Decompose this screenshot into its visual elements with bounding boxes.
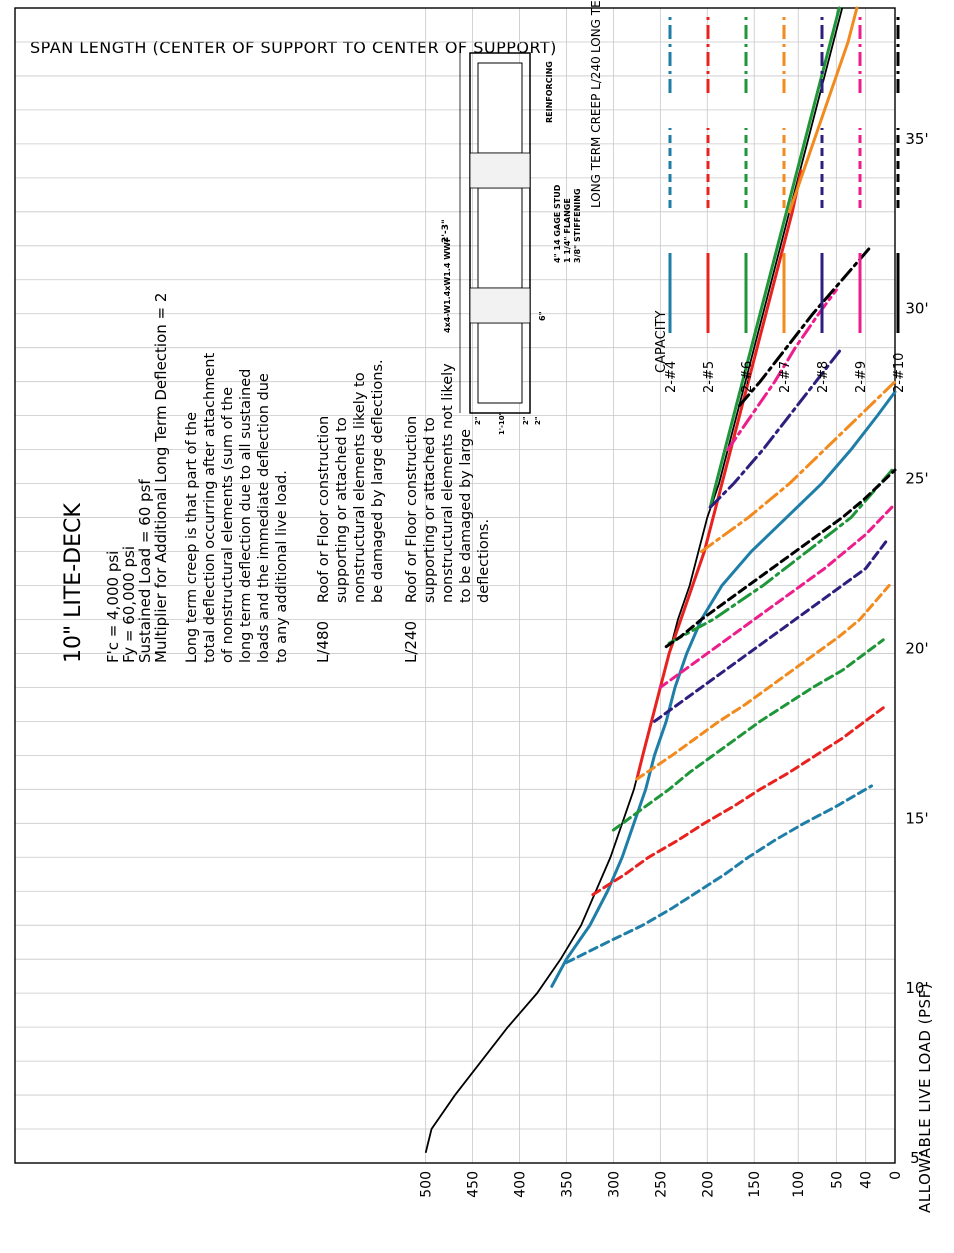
tick-labels: 5' 10' 15' 20' 25' 30' 35' 0 40 50 100 150 200 250 300… bbox=[419, 130, 929, 1198]
detail-label-top: 2" bbox=[474, 416, 482, 425]
note-creep-3: long term deflection due to all sustaine… bbox=[238, 369, 254, 663]
chart-grid bbox=[15, 7, 896, 1164]
series-2-4-capacity bbox=[550, 390, 897, 988]
legend-row-label: 2-#5 bbox=[702, 361, 717, 393]
detail-label-stiffening: 3/8" STIFFENING bbox=[573, 188, 582, 263]
chart-axes bbox=[14, 7, 896, 1164]
legend-row-label: 2-#4 bbox=[664, 361, 679, 393]
note-creep-1: total deflection occurring after attachm… bbox=[202, 353, 218, 663]
chart-title: 10" LITE-DECK bbox=[61, 503, 86, 663]
detail-label-rib-depth: 6" bbox=[538, 311, 547, 321]
detail-label-stud: 4" 14 GAGE STUD bbox=[553, 184, 562, 263]
legend-row-label: 2-#7 bbox=[778, 361, 793, 393]
legend-header-capacity: CAPACITY bbox=[654, 311, 669, 373]
series-2-5-l240 bbox=[591, 706, 885, 897]
legend-row-label: 2-#9 bbox=[854, 361, 869, 393]
y-tick-label: 150 bbox=[747, 1171, 763, 1198]
detail-foam-block-3 bbox=[477, 62, 523, 154]
note-creep-4: loads and the immediate deflection due bbox=[256, 373, 272, 663]
section-detail: 4x4-W1.4xW1.4 WWF 2'-3" REINFORCING 4" 1… bbox=[441, 52, 582, 435]
series-2-6-l480 bbox=[667, 465, 897, 645]
series-2-10-l240 bbox=[664, 468, 897, 649]
legend-header-l480: LONG TERM CREEP L/480 bbox=[589, 0, 603, 53]
note-l240-label: L/240 bbox=[402, 621, 420, 663]
series-2-6-capacity bbox=[708, 6, 841, 509]
detail-label-height: 1'-10" bbox=[498, 412, 506, 435]
note-creep-0: Long term creep is that part of the bbox=[184, 412, 200, 663]
y-tick-label: 100 bbox=[791, 1171, 807, 1198]
note-l480-0: Roof or Floor construction bbox=[316, 416, 332, 603]
legend-row-label: 2-#6 bbox=[740, 361, 755, 393]
note-l240-1: supporting or attached to bbox=[422, 417, 438, 603]
legend-rows: 2-#4 2-#5 2-#6 2-#7 2-#8 2-#9 2-#10 bbox=[664, 13, 907, 393]
detail-label-bottom-right: 2" bbox=[534, 416, 542, 425]
legend: CAPACITY LONG TERM CREEP L/240 LONG TERM… bbox=[589, 0, 907, 393]
y-tick-label: 50 bbox=[829, 1171, 845, 1189]
detail-foam-block-2 bbox=[477, 187, 523, 289]
x-tick-label: 5' bbox=[910, 1149, 924, 1167]
y-tick-label: 300 bbox=[606, 1171, 622, 1198]
y-tick-label: 250 bbox=[653, 1171, 669, 1198]
note-l480-2: nonstructural elements likely to bbox=[352, 372, 368, 603]
detail-label-bottom-left: 2" bbox=[522, 416, 530, 425]
note-l240-3: to be damaged by large bbox=[458, 429, 474, 603]
series-2-7-l240 bbox=[635, 584, 891, 781]
series-2-6-l240 bbox=[611, 638, 885, 832]
note-creep-2: of nonstructural elements (sum of the bbox=[220, 387, 236, 663]
detail-outline bbox=[469, 52, 531, 414]
plot-frame bbox=[14, 7, 896, 1164]
note-l480-1: supporting or attached to bbox=[334, 417, 350, 603]
note-l240-4: deflections. bbox=[476, 519, 492, 603]
detail-label-wwf: 4x4-W1.4xW1.4 WWF bbox=[443, 237, 452, 333]
y-tick-label: 200 bbox=[700, 1171, 716, 1198]
series-layer bbox=[424, 6, 897, 1154]
x-tick-label: 35' bbox=[905, 130, 928, 148]
y-axis-label: ALLOWABLE LIVE LOAD (PSF) bbox=[916, 983, 934, 1213]
detail-label-width: 2'-3" bbox=[441, 219, 451, 243]
note-param-1: Fy = 60,000 psi bbox=[120, 546, 138, 663]
y-tick-label: 40 bbox=[859, 1171, 875, 1189]
title-block: 10" LITE-DECK F'c = 4,000 psi Fy = 60,00… bbox=[61, 293, 492, 663]
x-tick-label: 10' bbox=[905, 979, 928, 997]
series-2-8-l480 bbox=[708, 346, 844, 509]
y-tick-label: 350 bbox=[559, 1171, 575, 1198]
x-tick-label: 20' bbox=[905, 639, 928, 657]
y-tick-label: 400 bbox=[513, 1171, 529, 1198]
series-2-10-l480 bbox=[738, 244, 874, 407]
y-tick-label: 500 bbox=[419, 1171, 435, 1198]
series-2-7-l480 bbox=[699, 380, 897, 554]
y-tick-label: 450 bbox=[466, 1171, 482, 1198]
note-param-2: Sustained Load = 60 psf bbox=[136, 479, 154, 663]
note-l480-3: be damaged by large deflections. bbox=[370, 359, 386, 603]
note-l240-0: Roof or Floor construction bbox=[404, 416, 420, 603]
note-creep-5: to any additional live load. bbox=[274, 470, 290, 663]
note-l480-label: L/480 bbox=[314, 621, 332, 663]
legend-header-l240: LONG TERM CREEP L/240 bbox=[589, 56, 603, 208]
x-axis-label: SPAN LENGTH (CENTER OF SUPPORT TO CENTER… bbox=[30, 38, 557, 57]
detail-concrete-rib-1 bbox=[469, 287, 531, 324]
detail-concrete-rib-2 bbox=[469, 152, 531, 189]
series-2-7-capacity bbox=[787, 6, 859, 214]
note-l240-2: nonstructural elements not likely bbox=[440, 363, 456, 603]
series-2-8-l240 bbox=[652, 539, 888, 723]
detail-foam-block-1 bbox=[477, 322, 523, 404]
legend-row-label: 2-#10 bbox=[892, 353, 907, 393]
series-2-9-l240 bbox=[658, 502, 897, 689]
detail-label-flange: 1 1/4" FLANGE bbox=[563, 198, 572, 263]
x-tick-label: 25' bbox=[905, 470, 928, 488]
note-param-0: F'c = 4,000 psi bbox=[104, 551, 122, 663]
y-tick-label: 0 bbox=[888, 1171, 904, 1180]
detail-label-reinforcing: REINFORCING bbox=[545, 61, 554, 123]
x-tick-label: 30' bbox=[905, 300, 928, 318]
note-param-3: Multiplier for Additional Long Term Defl… bbox=[152, 293, 170, 663]
legend-row-label: 2-#8 bbox=[816, 361, 831, 393]
series-2-4-l240 bbox=[564, 784, 874, 965]
x-tick-label: 15' bbox=[905, 809, 928, 827]
